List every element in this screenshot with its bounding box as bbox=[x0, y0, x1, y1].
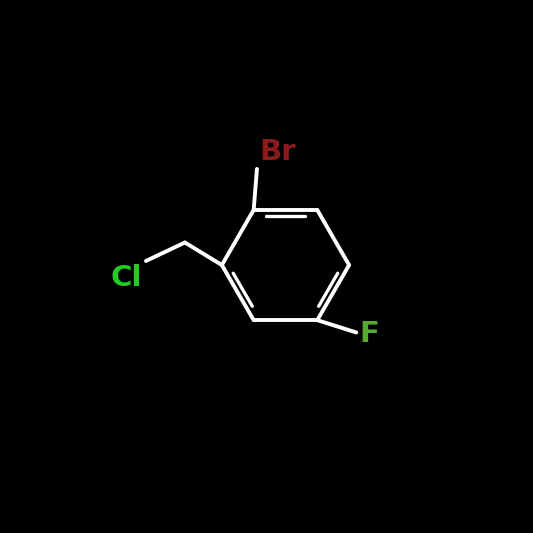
Text: Br: Br bbox=[259, 138, 295, 166]
Text: F: F bbox=[360, 320, 379, 348]
Text: Cl: Cl bbox=[110, 264, 142, 292]
